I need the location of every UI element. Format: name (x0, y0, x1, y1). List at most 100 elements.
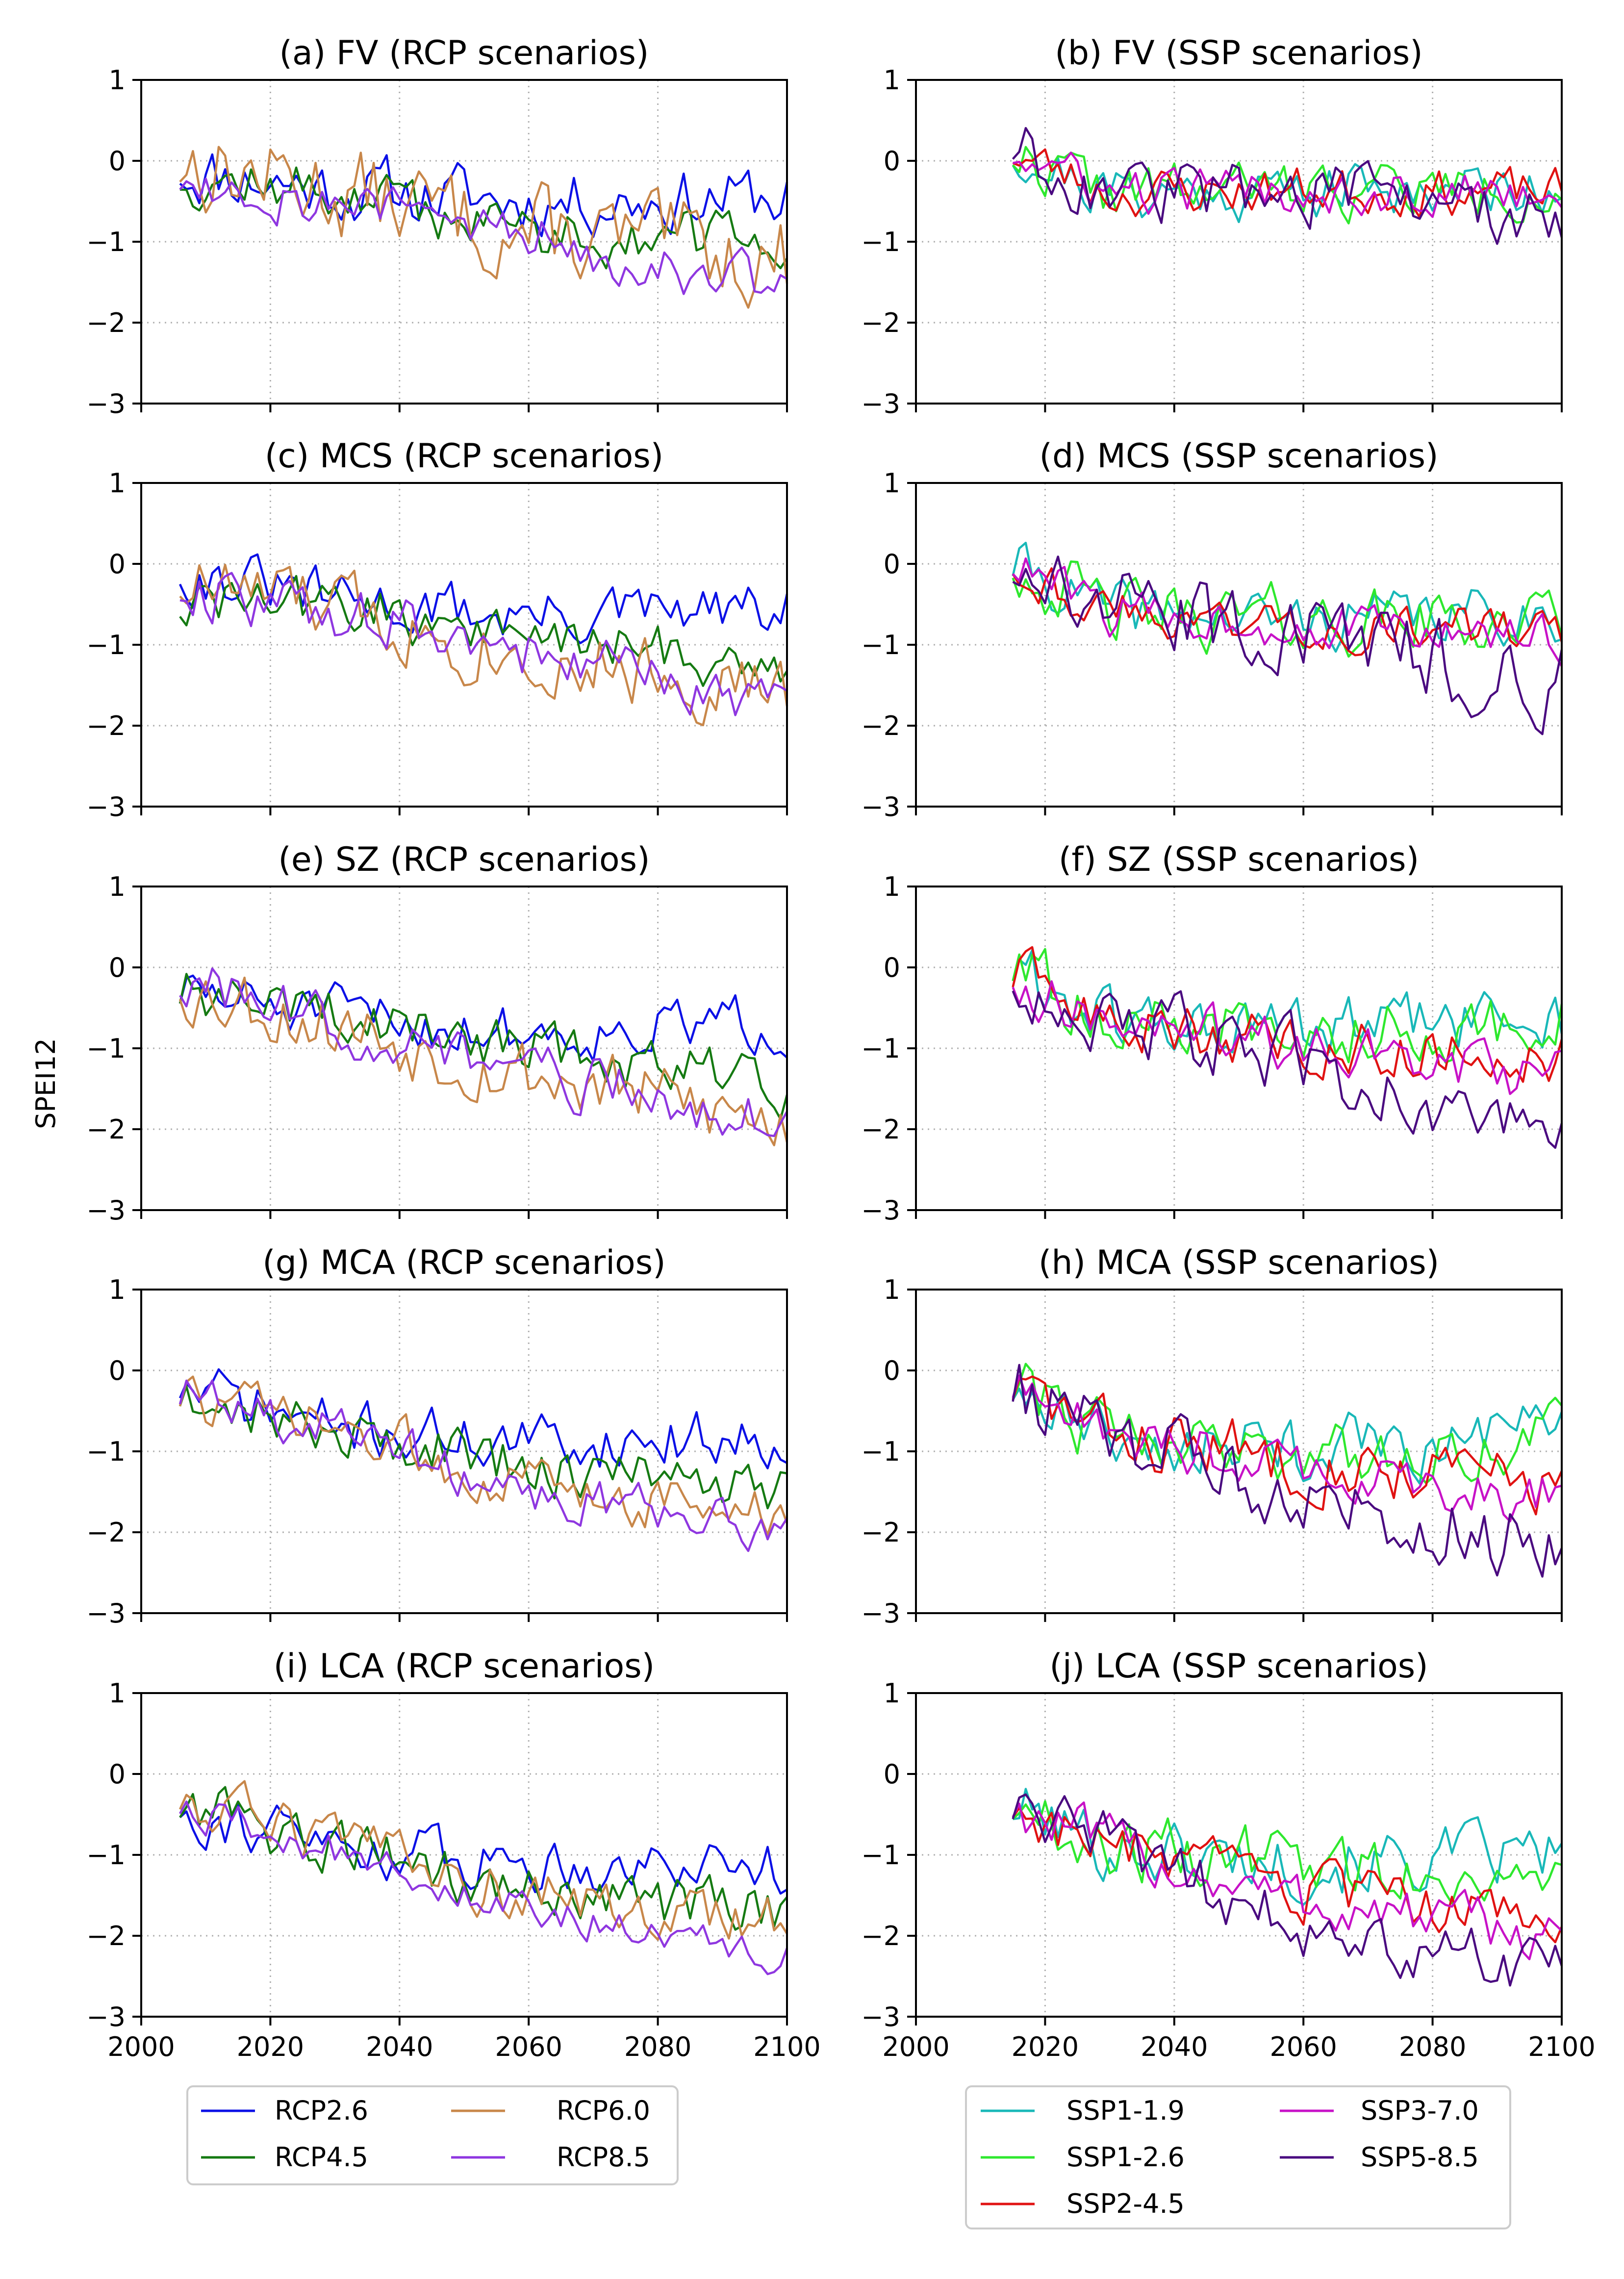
panel-g-series-rcp85 (178, 1379, 788, 1552)
panel-j-series-ssp585 (1012, 1793, 1563, 1987)
panel-c-series-rcp60 (179, 563, 788, 727)
y-axis-label: SPEI12 (30, 1038, 61, 1129)
panel-g-ytick-label: −2 (86, 1517, 126, 1548)
panel-h-series-ssp585 (1012, 1364, 1563, 1578)
panel-c-ytick-label: −2 (86, 710, 126, 741)
panel-e-ytick-label: −2 (86, 1114, 126, 1145)
panel-j-series-ssp245 (1012, 1807, 1563, 1944)
panel-b-ytick-label: −2 (861, 307, 900, 338)
panel-i-xtick-label: 2020 (237, 2031, 304, 2062)
panel-i-ytick-label: 1 (109, 1678, 126, 1709)
panel-g-ytick-label: 1 (109, 1274, 126, 1305)
panel-a: 1 0 −1 −2 −3 (a) FV (RCP scenarios) (86, 34, 788, 419)
panel-a-series-rcp60 (179, 146, 788, 309)
legend-ssp: SSP1-1.9 SSP3-7.0 SSP1-2.6 SSP5-8.5 SSP2… (965, 2085, 1511, 2229)
panel-c-title: (c) MCS (RCP scenarios) (265, 437, 663, 476)
panel-j-series-ssp119 (1013, 1788, 1563, 1906)
panel-g-series-rcp60 (178, 1375, 788, 1536)
panel-g-ytick-label: −1 (86, 1436, 126, 1467)
panel-a-series-rcp85 (179, 177, 788, 295)
legend-label-rcp45: RCP4.5 (275, 2142, 368, 2173)
panel-d-ytick-label: −3 (861, 791, 900, 822)
panel-f-series-ssp126 (1012, 948, 1563, 1064)
panel-b-ytick-label: 1 (884, 65, 900, 96)
panel-d-series-ssp585 (1012, 556, 1563, 735)
legend-label-ssp585: SSP5-8.5 (1361, 2142, 1479, 2173)
panel-j-ytick-label: −3 (861, 2001, 900, 2032)
panel-j-xtick-label: 2000 (882, 2031, 949, 2062)
panel-j-ytick-label: 1 (884, 1678, 900, 1709)
panel-e-ytick-label: 1 (109, 871, 126, 902)
panel-f-ytick-label: −1 (861, 1033, 900, 1064)
panel-j-xtick-label: 2100 (1528, 2031, 1595, 2062)
panel-c-ytick-label: 0 (109, 549, 126, 580)
panel-a-ytick-label: −1 (86, 227, 126, 257)
panel-a-ytick-label: −2 (86, 307, 126, 338)
panel-c-ytick-label: 1 (109, 468, 126, 499)
panel-b-title: (b) FV (SSP scenarios) (1055, 34, 1422, 73)
panel-a-ytick-label: −3 (86, 388, 126, 419)
panel-f-ytick-label: 0 (884, 952, 900, 983)
panel-i-series-rcp60 (178, 1780, 788, 1941)
panel-b-ytick-label: 0 (884, 146, 900, 177)
panel-i-xtick-label: 2000 (107, 2031, 175, 2062)
panel-a-ytick-label: 0 (109, 146, 126, 177)
panel-a-series-rcp26 (179, 153, 788, 238)
panel-d-series-ssp126 (1012, 560, 1563, 658)
panel-i-ytick-label: 0 (109, 1759, 126, 1790)
panel-j-series-ssp370 (1012, 1801, 1563, 1960)
panel-a-series-rcp45 (179, 166, 788, 270)
panel-f-title: (f) SZ (SSP scenarios) (1059, 840, 1419, 879)
panel-h-ytick-label: −3 (861, 1598, 900, 1629)
panel-e-frame (140, 886, 788, 1211)
panel-h-series-ssp245 (1012, 1375, 1563, 1516)
panel-i-xtick-label: 2060 (495, 2031, 562, 2062)
panel-a-frame (140, 79, 788, 405)
panel-j-ytick-label: −1 (861, 1840, 900, 1871)
panel-d: 1 0 −1 −2 −3 (d) MCS (SSP scenarios) (861, 437, 1563, 822)
legend-label-ssp370: SSP3-7.0 (1361, 2095, 1479, 2126)
panel-h-ytick-label: −2 (861, 1517, 900, 1548)
legend-label-ssp119: SSP1-1.9 (1066, 2095, 1185, 2126)
panel-d-series-ssp370 (1012, 557, 1563, 667)
panel-i-ytick-label: −3 (86, 2001, 126, 2032)
panel-c-ytick-label: −1 (86, 630, 126, 660)
panel-f-series-ssp585 (1012, 990, 1563, 1149)
panel-d-ytick-label: −1 (861, 630, 900, 660)
panel-b-ytick-label: −3 (861, 388, 900, 419)
panel-i-xtick-label: 2100 (753, 2031, 820, 2062)
panel-f-ytick-label: 1 (884, 871, 900, 902)
panel-d-ytick-label: 1 (884, 468, 900, 499)
panel-g: 1 0 −1 −2 −3 (g) MCA (RCP scenarios) (86, 1243, 788, 1629)
panel-h-title: (h) MCA (SSP scenarios) (1039, 1243, 1439, 1282)
panel-i-series-rcp85 (179, 1800, 788, 1975)
panel-f: 1 0 −1 −2 −3 (f) SZ (SSP scenarios) (861, 840, 1563, 1226)
panel-e-ytick-label: −3 (86, 1195, 126, 1226)
panel-a-title: (a) FV (RCP scenarios) (279, 34, 649, 73)
panel-j-ytick-label: −2 (861, 1921, 900, 1951)
panel-a-ytick-label: 1 (109, 65, 126, 96)
panel-e-ytick-label: −1 (86, 1033, 126, 1064)
panel-j-xtick-label: 2020 (1012, 2031, 1079, 2062)
panel-c-ytick-label: −3 (86, 791, 126, 822)
panel-d-title: (d) MCS (SSP scenarios) (1039, 437, 1438, 476)
panel-b-ytick-label: −1 (861, 227, 900, 257)
panel-h-series-ssp119 (1012, 1387, 1563, 1485)
panel-h: 1 0 −1 −2 −3 (h) MCA (SSP scenarios) (861, 1243, 1563, 1629)
panel-h-series-ssp370 (1012, 1374, 1562, 1522)
legend-label-rcp85: RCP8.5 (557, 2142, 650, 2173)
panel-i-title: (i) LCA (RCP scenarios) (274, 1647, 655, 1686)
panel-i-ytick-label: −2 (86, 1921, 126, 1951)
panel-e-title: (e) SZ (RCP scenarios) (278, 840, 650, 879)
panel-j-title: (j) LCA (SSP scenarios) (1049, 1647, 1428, 1686)
legend-label-ssp126: SSP1-2.6 (1066, 2142, 1185, 2173)
panel-i-frame (140, 1692, 788, 2018)
panel-e-series-rcp85 (179, 967, 788, 1138)
panel-b: 1 0 −1 −2 −3 (b) FV (SSP scenarios) (861, 34, 1563, 419)
panel-h-ytick-label: −1 (861, 1436, 900, 1467)
panel-c-series-rcp85 (179, 572, 788, 716)
panel-i-ytick-label: −1 (86, 1840, 126, 1871)
